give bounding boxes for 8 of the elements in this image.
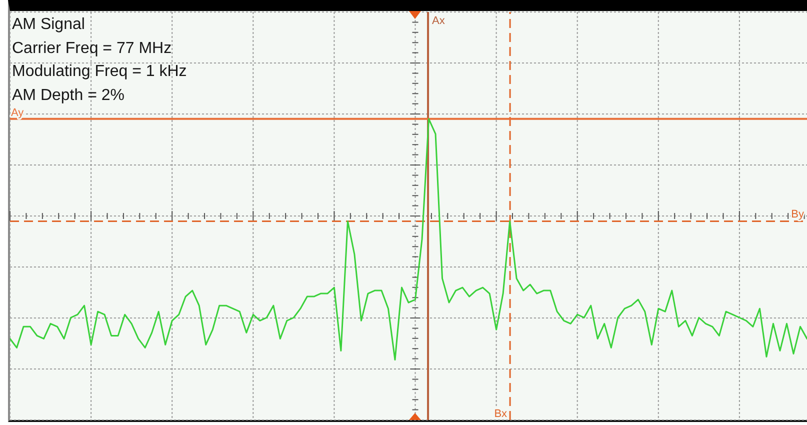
chart-title: AM Signal — [12, 15, 86, 35]
text: Ax — [432, 15, 446, 27]
text: Modulating Freq = 1 kHz — [12, 62, 187, 82]
annotation: Bx — [494, 408, 508, 420]
ref-line-label: By — [791, 208, 804, 220]
ref-line-label: Ay — [11, 106, 24, 119]
text: AM Depth = 2% — [12, 86, 126, 106]
text: Carrier Freq = 77 MHz — [12, 38, 173, 58]
